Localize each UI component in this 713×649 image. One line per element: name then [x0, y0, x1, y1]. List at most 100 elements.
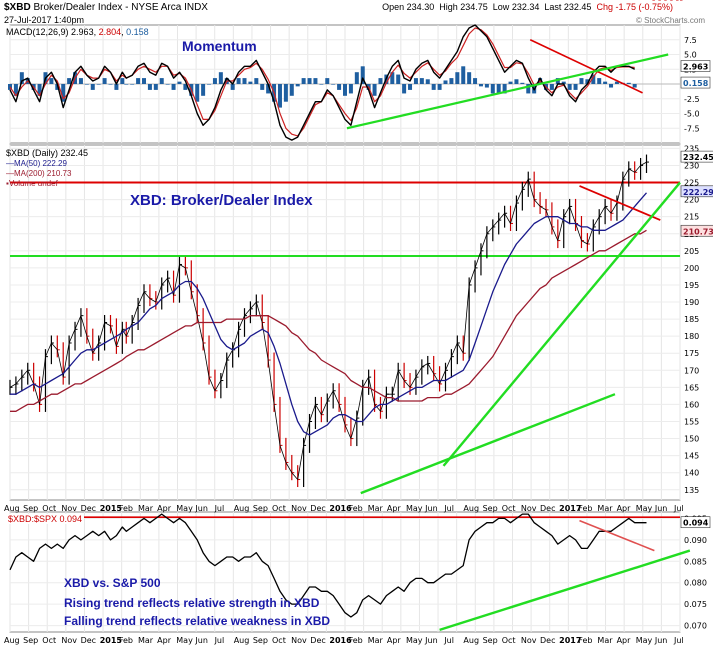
ratio-green-trendline — [439, 549, 691, 632]
y-tick-label: 180 — [684, 332, 699, 341]
ma200-line — [10, 229, 647, 412]
macd-histogram-bar — [343, 84, 347, 96]
x-tick-label: Apr — [387, 504, 402, 513]
open-value: 234.30 — [406, 2, 435, 12]
y-tick-label: 170 — [684, 366, 699, 375]
x-tick-label: Oct — [502, 504, 516, 513]
high-value: 234.75 — [460, 2, 488, 12]
x-tick-label: Nov — [291, 504, 307, 513]
macd-histogram-bar — [372, 84, 377, 96]
macd-histogram-bar — [301, 78, 306, 84]
x-tick-label: Sep — [253, 504, 268, 513]
x-tick-label: 2017 — [559, 504, 581, 513]
y-tick-label: 140 — [684, 469, 699, 478]
y-tick-label: 220 — [684, 196, 699, 205]
x-tick-label: 2016 — [329, 504, 352, 513]
macd-histogram-bar — [402, 84, 407, 94]
x-tick-label: May — [406, 636, 423, 645]
y-tick-label: 0.085 — [684, 557, 707, 566]
x-tick-label: May — [406, 504, 423, 513]
x-tick-label: May — [176, 504, 193, 513]
macd-histogram-bar — [201, 84, 206, 96]
x-tick-label: Apr — [157, 504, 172, 513]
macd-histogram-bar — [159, 78, 164, 84]
x-tick-label: Feb — [578, 636, 592, 645]
macd-histogram-bar — [354, 72, 359, 84]
x-tick-label: Nov — [61, 504, 77, 513]
y-tick-label: 235 — [684, 144, 699, 153]
macd-histogram-bar — [449, 78, 454, 84]
macd-histogram-bar — [313, 78, 318, 84]
brand-watermark: © StockCharts.com — [635, 16, 705, 25]
x-tick-label: Mar — [597, 504, 613, 513]
price-last-badge: 232.45 — [683, 153, 713, 162]
x-tick-label: Feb — [349, 636, 363, 645]
x-tick-label: Aug — [463, 636, 479, 645]
macd-histogram-bar — [526, 84, 531, 94]
price-green-trendline-lower — [360, 393, 616, 495]
y-tick-label: 200 — [684, 264, 699, 273]
macd-histogram-bar — [490, 84, 495, 94]
x-tick-label: Jun — [424, 504, 438, 513]
y-tick-label: 0.070 — [684, 622, 707, 631]
macd-histogram-bar — [8, 84, 12, 90]
x-tick-label: Nov — [521, 504, 537, 513]
legend-volume: ▪Volume undef — [6, 179, 58, 188]
macd-histogram-bar — [183, 84, 188, 90]
macd-histogram-bar — [147, 84, 152, 90]
ma200-last-badge: 210.73 — [683, 227, 713, 236]
y-tick-label: 190 — [684, 298, 699, 307]
macd-histogram-bar — [431, 84, 436, 90]
macd-histogram-bar — [55, 84, 60, 90]
macd-histogram-bar — [260, 84, 265, 90]
macd-histogram-bar — [49, 78, 54, 84]
macd-last-badge: 2.963 — [683, 63, 708, 72]
x-tick-label: Dec — [81, 636, 96, 645]
macd-histogram-bar — [579, 78, 584, 84]
ratio-legend: $XBD:$SPX 0.094 — [6, 514, 85, 524]
x-tick-label: Nov — [521, 636, 537, 645]
macd-histogram-bar — [473, 78, 478, 84]
macd-histogram-bar — [254, 78, 259, 84]
macd-histogram-bar — [84, 84, 89, 85]
macd-histogram-bar — [319, 84, 324, 85]
macd-histogram-bar — [443, 80, 448, 84]
macd-legend: MACD(12,26,9) 2.963, 2.804, 0.158 — [6, 27, 149, 37]
macd-histogram-bar — [136, 78, 141, 84]
x-tick-label: Oct — [42, 636, 56, 645]
macd-histogram-bar — [467, 72, 472, 84]
macd-histogram-bar — [102, 78, 107, 84]
macd-histogram-bar — [597, 78, 602, 84]
macd-histogram-bar — [437, 84, 442, 90]
ma50-last-badge-box — [680, 185, 713, 198]
ratio-annotation-2: Rising trend reflects relative strength … — [64, 596, 320, 610]
macd-histogram-bar — [37, 84, 42, 96]
x-tick-label: Jun — [194, 504, 208, 513]
y-tick-label: -5.0 — [684, 110, 700, 119]
x-tick-label: Dec — [310, 504, 325, 513]
x-tick-label: Mar — [368, 504, 384, 513]
macd-histogram-bar — [295, 84, 300, 87]
macd-histogram-bar — [120, 78, 125, 84]
y-tick-label: -7.5 — [684, 124, 700, 133]
macd-histogram-bar — [337, 84, 342, 90]
macd-histogram-bar — [514, 79, 519, 84]
y-tick-label: 0.075 — [684, 600, 707, 609]
ma200-last-badge-box — [680, 224, 713, 237]
x-tick-label: Jul — [673, 504, 684, 513]
macd-histogram-bar — [549, 84, 554, 90]
y-tick-label: 225 — [684, 179, 699, 188]
x-tick-label: Sep — [483, 504, 498, 513]
y-tick-label: 205 — [684, 247, 699, 256]
macd-histogram-bar — [520, 82, 525, 84]
ratio-line — [9, 513, 647, 618]
ratio-red-trendline — [579, 519, 655, 552]
x-tick-label: Mar — [138, 504, 154, 513]
y-tick-label: 175 — [684, 349, 699, 358]
macd-histogram-bar — [307, 78, 312, 84]
macd-histogram-bar — [114, 84, 119, 90]
macd-histogram-bar — [67, 78, 72, 84]
x-tick-label: Feb — [119, 636, 133, 645]
macd-histogram-bar — [78, 78, 83, 84]
